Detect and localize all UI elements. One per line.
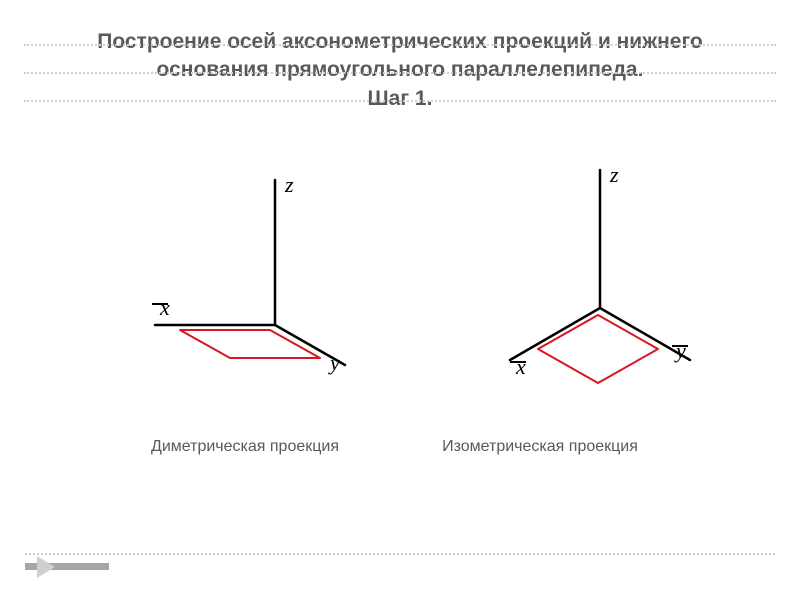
svg-text:x: x <box>515 354 526 379</box>
footer-arrow-icon <box>37 556 59 578</box>
svg-text:x: x <box>159 295 170 320</box>
figures-area: x y z x y z <box>0 160 800 410</box>
svg-text:z: z <box>284 172 294 197</box>
footer-dotted-line <box>25 553 775 555</box>
title-line2: основания прямоугольного параллелепипеда… <box>157 58 644 81</box>
isometric-panel: x y z <box>440 160 740 390</box>
svg-text:y: y <box>674 338 686 363</box>
isometric-caption: Изометрическая проекция <box>410 438 670 456</box>
svg-text:z: z <box>609 162 619 187</box>
title-line1: Построение осей аксонометрических проекц… <box>97 30 703 53</box>
dimetric-panel: x y z <box>100 160 400 390</box>
title-line3: Шаг 1. <box>368 87 433 110</box>
dimetric-caption: Диметрическая проекция <box>115 438 375 456</box>
svg-text:y: y <box>328 350 340 375</box>
